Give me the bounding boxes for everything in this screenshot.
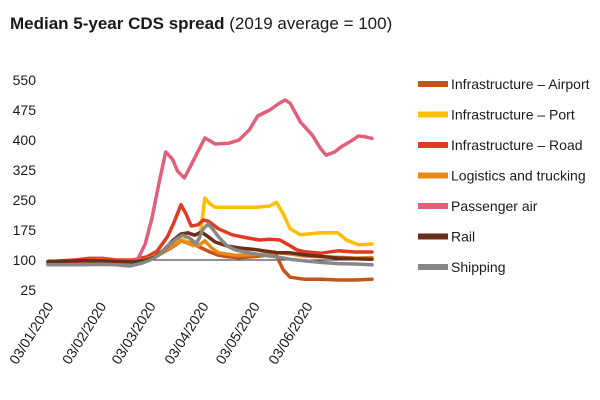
y-tick-label: 250 [13, 192, 37, 208]
y-tick-label: 175 [13, 222, 37, 238]
legend-label: Rail [451, 229, 475, 245]
chart-title-block: Median 5-year CDS spread (2019 average =… [10, 14, 392, 34]
x-tick-label: 03/06/2020 [265, 299, 316, 367]
legend-label: Passenger air [451, 198, 538, 214]
x-tick-label: 03/02/2020 [59, 299, 110, 367]
y-tick-label: 550 [13, 72, 37, 88]
y-tick-label: 100 [13, 252, 37, 268]
legend-label: Shipping [451, 259, 506, 275]
series-line [46, 98, 374, 268]
legend-label: Infrastructure – Airport [451, 76, 590, 92]
series-group [46, 98, 374, 282]
legend: Infrastructure – Airport Infrastructure –… [418, 76, 590, 275]
x-tick-label: 03/04/2020 [161, 299, 212, 367]
y-tick-label: 400 [13, 132, 37, 148]
chart-subtitle: (2019 average = 100) [229, 14, 393, 33]
x-tick-label: 03/03/2020 [108, 299, 159, 367]
legend-label: Infrastructure – Port [451, 107, 575, 123]
chart-title: Median 5-year CDS spread [10, 14, 225, 33]
x-tick-label: 03/05/2020 [212, 299, 263, 367]
y-tick-label: 25 [20, 282, 36, 298]
x-tick-label: 03/01/2020 [6, 299, 57, 367]
legend-label: Infrastructure – Road [451, 137, 583, 153]
y-tick-label: 475 [13, 102, 37, 118]
y-axis: 25 100 175 250 325 400 475 550 [13, 72, 37, 298]
y-tick-label: 325 [13, 162, 37, 178]
series-line [46, 222, 374, 268]
legend-label: Logistics and trucking [451, 168, 586, 184]
